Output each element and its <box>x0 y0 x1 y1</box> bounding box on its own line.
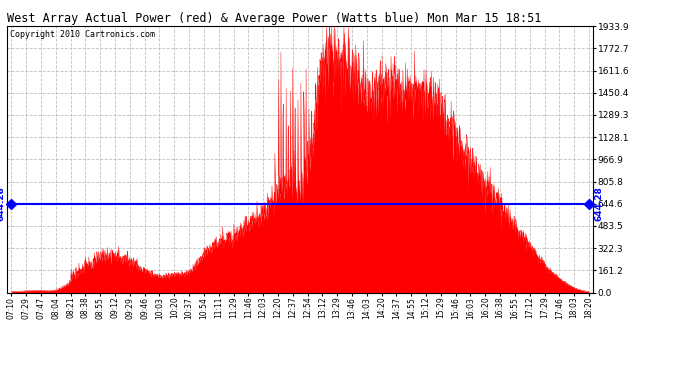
Text: 644.28: 644.28 <box>595 186 604 221</box>
Text: West Array Actual Power (red) & Average Power (Watts blue) Mon Mar 15 18:51: West Array Actual Power (red) & Average … <box>7 12 541 25</box>
Text: Copyright 2010 Cartronics.com: Copyright 2010 Cartronics.com <box>10 30 155 39</box>
Text: 644.28: 644.28 <box>0 186 6 221</box>
